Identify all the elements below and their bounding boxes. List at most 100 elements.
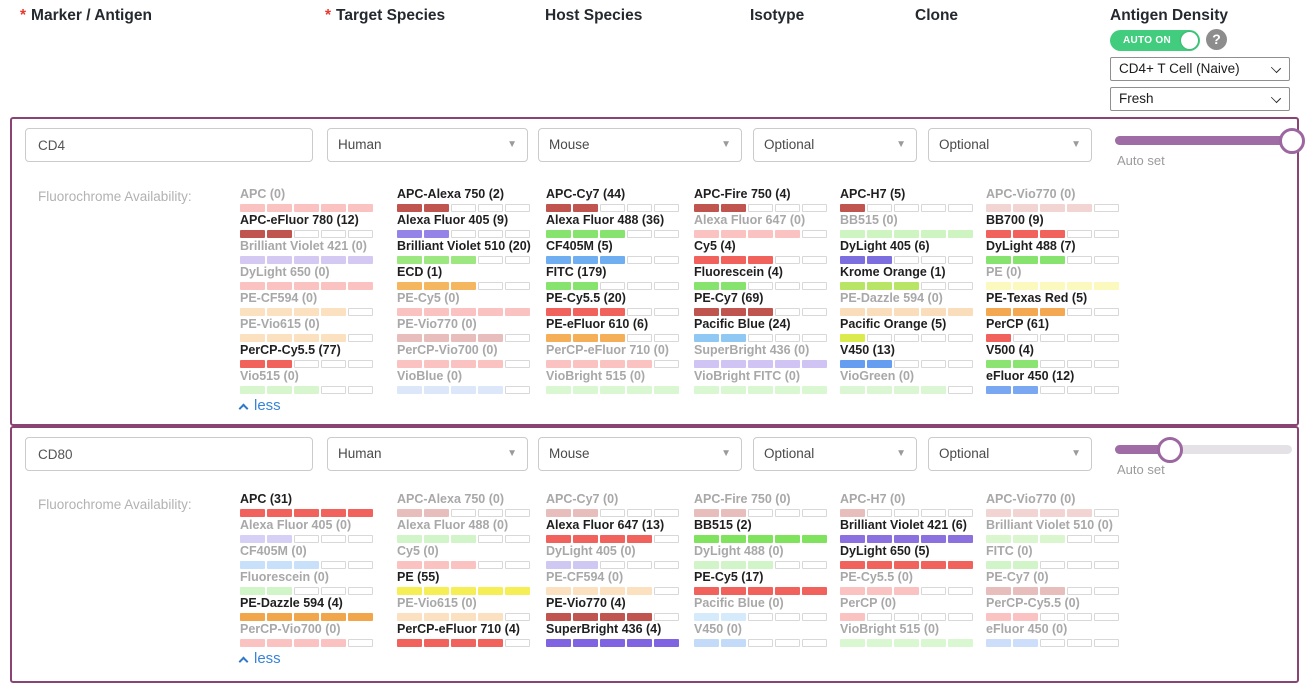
fluorochrome-label[interactable]: PE-Cy5 (17) <box>694 570 764 584</box>
brightness-segment <box>397 613 422 621</box>
less-label: less <box>254 397 281 414</box>
collapse-less-link[interactable]: less <box>238 650 281 667</box>
slider-knob[interactable] <box>1279 127 1305 154</box>
antigen-density-slider[interactable] <box>1115 436 1292 463</box>
collapse-less-link[interactable]: less <box>238 397 281 414</box>
fluorochrome-label[interactable]: Brilliant Violet 421 (6) <box>840 518 967 532</box>
fluorochrome-label[interactable]: BB700 (9) <box>986 213 1044 227</box>
toggle-knob[interactable] <box>1181 32 1198 49</box>
host-species-select[interactable]: Mouse ▼ <box>538 128 742 162</box>
fluorochrome-label[interactable]: DyLight 650 (5) <box>840 544 930 558</box>
fluorochrome-label[interactable]: APC-Fire 750 (4) <box>694 187 791 201</box>
fluorochrome-label[interactable]: ECD (1) <box>397 265 443 279</box>
fluorochrome-label[interactable]: PE-eFluor 610 (6) <box>546 317 649 331</box>
column-header-marker-antigen: * Marker / Antigen <box>20 7 152 24</box>
fluorochrome-item: APC (31) <box>240 492 390 517</box>
target-species-select[interactable]: Human ▼ <box>327 437 528 471</box>
fluorochrome-label[interactable]: PE-Texas Red (5) <box>986 291 1088 305</box>
fluorochrome-label[interactable]: SuperBright 436 (4) <box>546 622 662 636</box>
fluorochrome-brightness-bar <box>397 360 530 368</box>
brightness-segment <box>451 360 476 368</box>
brightness-segment <box>1067 535 1092 543</box>
fluorochrome-brightness-bar <box>986 613 1119 621</box>
fluorochrome-brightness-bar <box>694 509 827 517</box>
fluorochrome-label[interactable]: APC (31) <box>240 492 293 506</box>
brightness-segment <box>478 613 503 621</box>
fluorochrome-label[interactable]: DyLight 405 (6) <box>840 239 930 253</box>
fluorochrome-label[interactable]: Fluorescein (4) <box>694 265 783 279</box>
fluorochrome-label[interactable]: Pacific Blue (24) <box>694 317 791 331</box>
fluorochrome-label[interactable]: Alexa Fluor 647 (13) <box>546 518 665 532</box>
antigen-density-slider[interactable] <box>1115 127 1305 154</box>
fluorochrome-label[interactable]: PE-Cy5.5 (20) <box>546 291 626 305</box>
slider-knob[interactable] <box>1156 436 1183 463</box>
brightness-segment <box>921 639 946 647</box>
fluorochrome-label: FITC (0) <box>986 544 1033 558</box>
brightness-segment <box>748 282 773 290</box>
fluorochrome-label[interactable]: V450 (13) <box>840 343 895 357</box>
brightness-segment <box>694 204 719 212</box>
fluorochrome-label[interactable]: Brilliant Violet 510 (20) <box>397 239 531 253</box>
brightness-segment <box>948 613 973 621</box>
fluorochrome-label[interactable]: Cy5 (4) <box>694 239 736 253</box>
brightness-segment <box>802 282 827 290</box>
fluorochrome-label[interactable]: PerCP (61) <box>986 317 1049 331</box>
fluorochrome-label[interactable]: APC-H7 (5) <box>840 187 906 201</box>
cell-type-select[interactable]: CD4+ T Cell (Naive) <box>1110 57 1290 81</box>
fluorochrome-label[interactable]: APC-Cy7 (44) <box>546 187 626 201</box>
brightness-segment <box>505 587 530 595</box>
fluorochrome-label[interactable]: APC-Alexa 750 (2) <box>397 187 504 201</box>
fluorochrome-label[interactable]: Krome Orange (1) <box>840 265 946 279</box>
fluorochrome-label[interactable]: PE-Cy7 (69) <box>694 291 764 305</box>
fluorochrome-label[interactable]: PerCP-Cy5.5 (77) <box>240 343 341 357</box>
brightness-segment <box>802 334 827 342</box>
fluorochrome-label[interactable]: PerCP-eFluor 710 (4) <box>397 622 520 636</box>
brightness-segment <box>948 360 973 368</box>
fluorochrome-label[interactable]: FITC (179) <box>546 265 607 279</box>
fluorochrome-label[interactable]: DyLight 488 (7) <box>986 239 1076 253</box>
fluorochrome-label[interactable]: Alexa Fluor 488 (36) <box>546 213 665 227</box>
brightness-segment <box>546 334 571 342</box>
brightness-segment <box>1013 561 1038 569</box>
clone-select[interactable]: Optional ▼ <box>928 128 1092 162</box>
fluorochrome-item: APC-Alexa 750 (2) <box>397 187 547 212</box>
isotype-select[interactable]: Optional ▼ <box>753 437 917 471</box>
fluorochrome-brightness-bar <box>986 587 1119 595</box>
fluorochrome-label[interactable]: PE-Vio770 (4) <box>546 596 626 610</box>
marker-name-input[interactable] <box>25 437 313 471</box>
brightness-segment <box>267 360 292 368</box>
brightness-segment <box>600 386 625 394</box>
brightness-segment <box>1067 230 1092 238</box>
marker-name-input[interactable] <box>25 128 313 162</box>
fluorochrome-item: PE-Cy5.5 (20) <box>546 291 696 316</box>
fluorochrome-label[interactable]: Alexa Fluor 405 (9) <box>397 213 509 227</box>
fluorochrome-label[interactable]: eFluor 450 (12) <box>986 369 1075 383</box>
fluorochrome-item: DyLight 405 (6) <box>840 239 990 264</box>
host-species-select[interactable]: Mouse ▼ <box>538 437 742 471</box>
isotype-select[interactable]: Optional ▼ <box>753 128 917 162</box>
fluorochrome-label[interactable]: CF405M (5) <box>546 239 613 253</box>
sample-condition-select[interactable]: Fresh <box>1110 87 1290 111</box>
brightness-segment <box>600 256 625 264</box>
fluorochrome-item: APC-Alexa 750 (0) <box>397 492 547 517</box>
fluorochrome-label[interactable]: V500 (4) <box>986 343 1034 357</box>
fluorochrome-label[interactable]: PE (55) <box>397 570 440 584</box>
brightness-segment <box>654 613 679 621</box>
clone-select[interactable]: Optional ▼ <box>928 437 1092 471</box>
brightness-segment <box>948 509 973 517</box>
brightness-segment <box>348 256 373 264</box>
brightness-segment <box>802 639 827 647</box>
auto-density-toggle[interactable]: AUTO ON <box>1110 30 1200 51</box>
brightness-segment <box>694 535 719 543</box>
fluorochrome-label[interactable]: PE-Dazzle 594 (4) <box>240 596 343 610</box>
help-icon[interactable]: ? <box>1206 29 1227 50</box>
brightness-segment <box>721 308 746 316</box>
fluorochrome-label[interactable]: APC-eFluor 780 (12) <box>240 213 359 227</box>
brightness-segment <box>321 256 346 264</box>
fluorochrome-label[interactable]: Pacific Orange (5) <box>840 317 947 331</box>
fluorochrome-label: DyLight 650 (0) <box>240 265 330 279</box>
fluorochrome-label: BB515 (0) <box>840 213 898 227</box>
target-species-select[interactable]: Human ▼ <box>327 128 528 162</box>
fluorochrome-label: Brilliant Violet 421 (0) <box>240 239 367 253</box>
fluorochrome-label[interactable]: BB515 (2) <box>694 518 752 532</box>
